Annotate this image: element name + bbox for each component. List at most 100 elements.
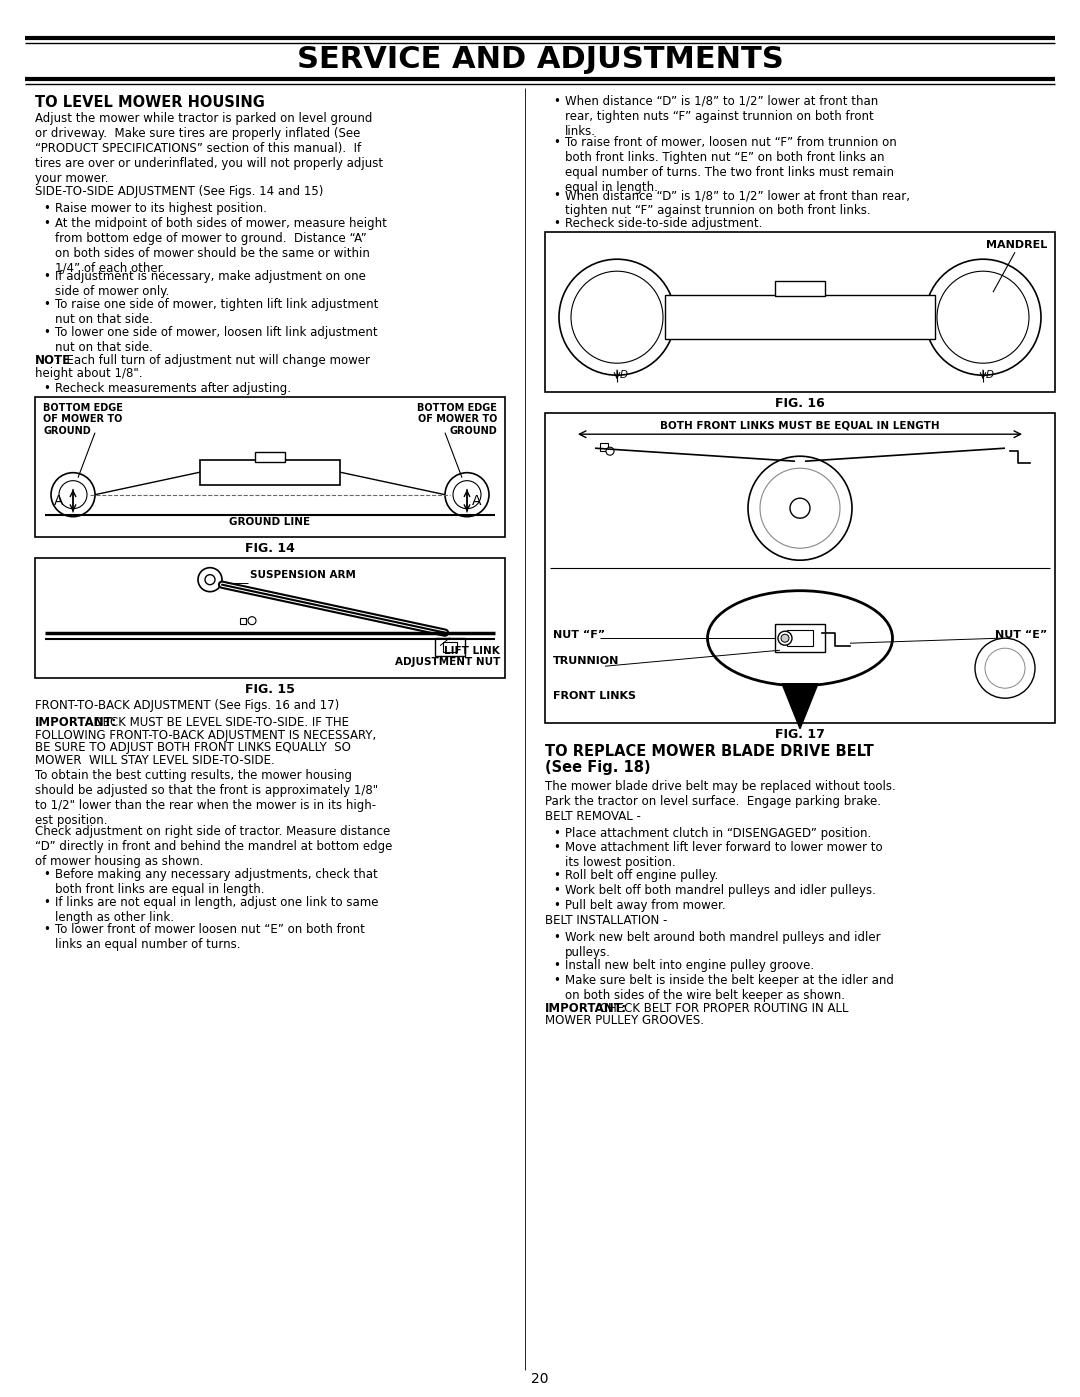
Text: Move attachment lift lever forward to lower mower to
its lowest position.: Move attachment lift lever forward to lo… <box>565 841 882 869</box>
Text: SIDE-TO-SIDE ADJUSTMENT (See Figs. 14 and 15): SIDE-TO-SIDE ADJUSTMENT (See Figs. 14 an… <box>35 184 323 198</box>
Bar <box>255 451 285 461</box>
Text: Raise mower to its highest position.: Raise mower to its highest position. <box>55 201 267 215</box>
Text: •: • <box>553 930 559 944</box>
Text: MANDREL: MANDREL <box>986 240 1047 250</box>
Circle shape <box>205 574 215 585</box>
Text: IMPORTANT:: IMPORTANT: <box>35 715 117 729</box>
Bar <box>775 281 825 296</box>
Text: TO REPLACE MOWER BLADE DRIVE BELT: TO REPLACE MOWER BLADE DRIVE BELT <box>545 745 874 759</box>
Bar <box>240 617 246 623</box>
Text: A: A <box>54 493 64 507</box>
Text: FOLLOWING FRONT-TO-BACK ADJUSTMENT IS NECESSARY,: FOLLOWING FRONT-TO-BACK ADJUSTMENT IS NE… <box>35 728 376 742</box>
Text: To lower front of mower loosen nut “E” on both front
links an equal number of tu: To lower front of mower loosen nut “E” o… <box>55 923 365 951</box>
Bar <box>787 630 813 647</box>
Circle shape <box>606 447 615 455</box>
Text: To obtain the best cutting results, the mower housing
should be adjusted so that: To obtain the best cutting results, the … <box>35 770 378 827</box>
Circle shape <box>789 499 810 518</box>
Text: :  Each full turn of adjustment nut will change mower: : Each full turn of adjustment nut will … <box>55 353 370 367</box>
Text: NOTE: NOTE <box>35 353 71 367</box>
Bar <box>545 414 1055 724</box>
Circle shape <box>59 481 87 509</box>
Text: BOTTOM EDGE
OF MOWER TO
GROUND: BOTTOM EDGE OF MOWER TO GROUND <box>43 402 123 436</box>
Circle shape <box>937 271 1029 363</box>
Circle shape <box>760 468 840 548</box>
Text: •: • <box>553 900 559 912</box>
Text: A: A <box>472 493 482 507</box>
Text: •: • <box>553 136 559 148</box>
Bar <box>600 443 608 451</box>
Text: Adjust the mower while tractor is parked on level ground
or driveway.  Make sure: Adjust the mower while tractor is parked… <box>35 112 383 186</box>
Text: Roll belt off engine pulley.: Roll belt off engine pulley. <box>565 869 718 883</box>
Bar <box>35 557 505 678</box>
Text: BE SURE TO ADJUST BOTH FRONT LINKS EQUALLY  SO: BE SURE TO ADJUST BOTH FRONT LINKS EQUAL… <box>35 742 351 754</box>
Text: •: • <box>43 298 50 312</box>
Text: •: • <box>43 326 50 339</box>
Text: GROUND LINE: GROUND LINE <box>229 517 311 527</box>
Bar <box>435 637 465 655</box>
Bar <box>545 232 1055 393</box>
Text: Place attachment clutch in “DISENGAGED” position.: Place attachment clutch in “DISENGAGED” … <box>565 827 872 840</box>
Circle shape <box>975 638 1035 698</box>
Bar <box>775 624 825 652</box>
Text: •: • <box>553 95 559 108</box>
Text: Make sure belt is inside the belt keeper at the idler and
on both sides of the w: Make sure belt is inside the belt keeper… <box>565 974 894 1002</box>
Text: height about 1/8".: height about 1/8". <box>35 367 143 380</box>
Text: •: • <box>553 827 559 840</box>
Circle shape <box>748 457 852 560</box>
Text: •: • <box>553 974 559 986</box>
Circle shape <box>985 648 1025 689</box>
Text: D: D <box>986 370 994 380</box>
Text: NUT “E”: NUT “E” <box>995 630 1047 640</box>
Circle shape <box>51 472 95 517</box>
Text: To raise one side of mower, tighten lift link adjustment
nut on that side.: To raise one side of mower, tighten lift… <box>55 298 378 327</box>
Text: D: D <box>620 370 627 380</box>
Text: (See Fig. 18): (See Fig. 18) <box>545 760 650 775</box>
Text: When distance “D” is 1/8” to 1/2” lower at front than rear,
tighten nut “F” agai: When distance “D” is 1/8” to 1/2” lower … <box>565 190 910 218</box>
Text: If adjustment is necessary, make adjustment on one
side of mower only.: If adjustment is necessary, make adjustm… <box>55 271 366 299</box>
Text: Pull belt away from mower.: Pull belt away from mower. <box>565 900 726 912</box>
Text: •: • <box>43 923 50 936</box>
Text: The mower blade drive belt may be replaced without tools.
Park the tractor on le: The mower blade drive belt may be replac… <box>545 780 895 807</box>
Polygon shape <box>782 683 818 729</box>
Bar <box>35 397 505 536</box>
Text: BELT REMOVAL -: BELT REMOVAL - <box>545 810 640 823</box>
Text: 20: 20 <box>531 1372 549 1386</box>
Text: FIG. 16: FIG. 16 <box>775 397 825 411</box>
Text: Recheck side-to-side adjustment.: Recheck side-to-side adjustment. <box>565 218 762 231</box>
Text: •: • <box>553 869 559 883</box>
Circle shape <box>559 260 675 376</box>
Text: •: • <box>553 190 559 203</box>
Text: •: • <box>43 217 50 229</box>
Text: FRONT LINKS: FRONT LINKS <box>553 692 636 701</box>
Text: Before making any necessary adjustments, check that
both front links are equal i: Before making any necessary adjustments,… <box>55 868 378 895</box>
Text: CHECK BELT FOR PROPER ROUTING IN ALL: CHECK BELT FOR PROPER ROUTING IN ALL <box>596 1002 849 1014</box>
Text: •: • <box>553 841 559 855</box>
Text: •: • <box>43 381 50 395</box>
Circle shape <box>571 271 663 363</box>
Text: SUSPENSION ARM: SUSPENSION ARM <box>249 570 356 580</box>
Text: Recheck measurements after adjusting.: Recheck measurements after adjusting. <box>55 381 291 395</box>
Bar <box>665 295 935 339</box>
Text: Work belt off both mandrel pulleys and idler pulleys.: Work belt off both mandrel pulleys and i… <box>565 884 876 897</box>
Text: FIG. 14: FIG. 14 <box>245 542 295 555</box>
Circle shape <box>248 616 256 624</box>
Ellipse shape <box>707 591 892 686</box>
Text: LIFT LINK
ADJUSTMENT NUT: LIFT LINK ADJUSTMENT NUT <box>394 645 500 668</box>
Bar <box>200 460 340 485</box>
Text: Check adjustment on right side of tractor. Measure distance
“D” directly in fron: Check adjustment on right side of tracto… <box>35 826 392 868</box>
Text: •: • <box>553 958 559 972</box>
Text: Install new belt into engine pulley groove.: Install new belt into engine pulley groo… <box>565 958 814 972</box>
Text: •: • <box>43 201 50 215</box>
Text: NUT “F”: NUT “F” <box>553 630 605 640</box>
Circle shape <box>778 631 792 645</box>
Text: IMPORTANT:: IMPORTANT: <box>545 1002 627 1014</box>
Text: If links are not equal in length, adjust one link to same
length as other link.: If links are not equal in length, adjust… <box>55 895 378 923</box>
Circle shape <box>924 260 1041 376</box>
Text: •: • <box>43 271 50 284</box>
Text: Work new belt around both mandrel pulleys and idler
pulleys.: Work new belt around both mandrel pulley… <box>565 930 880 958</box>
Text: MOWER PULLEY GROOVES.: MOWER PULLEY GROOVES. <box>545 1014 704 1027</box>
Text: BELT INSTALLATION -: BELT INSTALLATION - <box>545 914 667 928</box>
Circle shape <box>198 567 222 592</box>
Text: TO LEVEL MOWER HOUSING: TO LEVEL MOWER HOUSING <box>35 95 265 110</box>
Text: •: • <box>43 868 50 880</box>
